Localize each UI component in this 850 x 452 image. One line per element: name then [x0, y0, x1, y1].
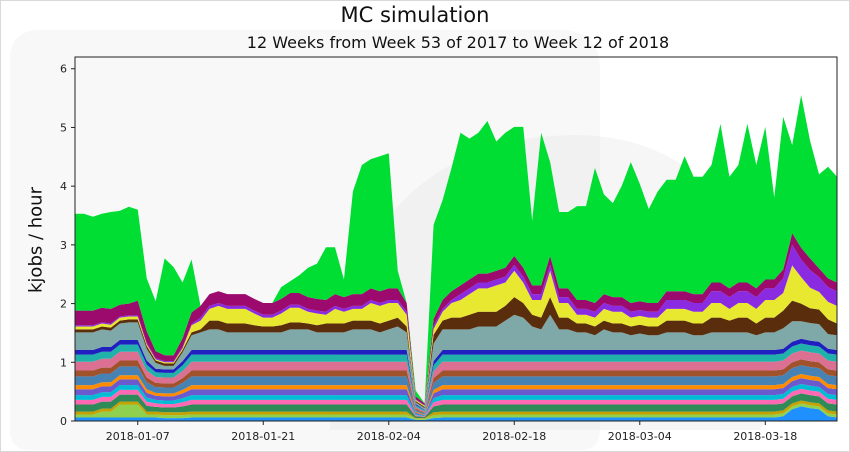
area-series-4 [75, 393, 837, 419]
chart-subtitle: 12 Weeks from Week 53 of 2017 to Week 12… [246, 33, 670, 52]
x-axis: 2018-01-07 2018-01-21 2018-02-04 2018-02-18… [106, 421, 797, 443]
area-series-12 [75, 343, 837, 412]
x-tick-label: 2018-03-18 [733, 430, 797, 443]
area-series-5 [75, 388, 837, 417]
x-tick-label: 2018-01-21 [231, 430, 295, 443]
y-tick-label: 1 [60, 356, 67, 369]
x-tick-label: 2018-03-04 [608, 430, 672, 443]
y-tick-label: 5 [60, 121, 67, 134]
chart-title: MC simulation [340, 3, 490, 27]
y-tick-label: 4 [60, 180, 67, 193]
y-tick-label: 2 [60, 298, 67, 311]
y-tick-label: 0 [60, 415, 67, 428]
y-tick-label: 6 [60, 63, 67, 76]
area-series-3 [75, 400, 837, 419]
x-tick-label: 2018-02-18 [482, 430, 546, 443]
area-series-2 [75, 403, 837, 420]
x-tick-label: 2018-01-07 [106, 430, 170, 443]
area-series-11 [75, 350, 837, 413]
x-tick-label: 2018-02-04 [357, 430, 421, 443]
area-series-15 [75, 297, 837, 409]
stacked-areas [75, 95, 837, 421]
area-series-10 [75, 359, 837, 414]
y-axis-label: kjobs / hour [25, 187, 47, 293]
area-series-9 [75, 365, 837, 415]
y-axis: 0 1 2 3 4 5 6 [60, 63, 75, 428]
plot-area [74, 56, 838, 422]
y-tick-label: 3 [60, 239, 67, 252]
area-series-13 [75, 338, 837, 411]
area-series-1 [75, 406, 837, 421]
area-series-14 [75, 314, 837, 410]
area-series-19 [75, 95, 837, 404]
